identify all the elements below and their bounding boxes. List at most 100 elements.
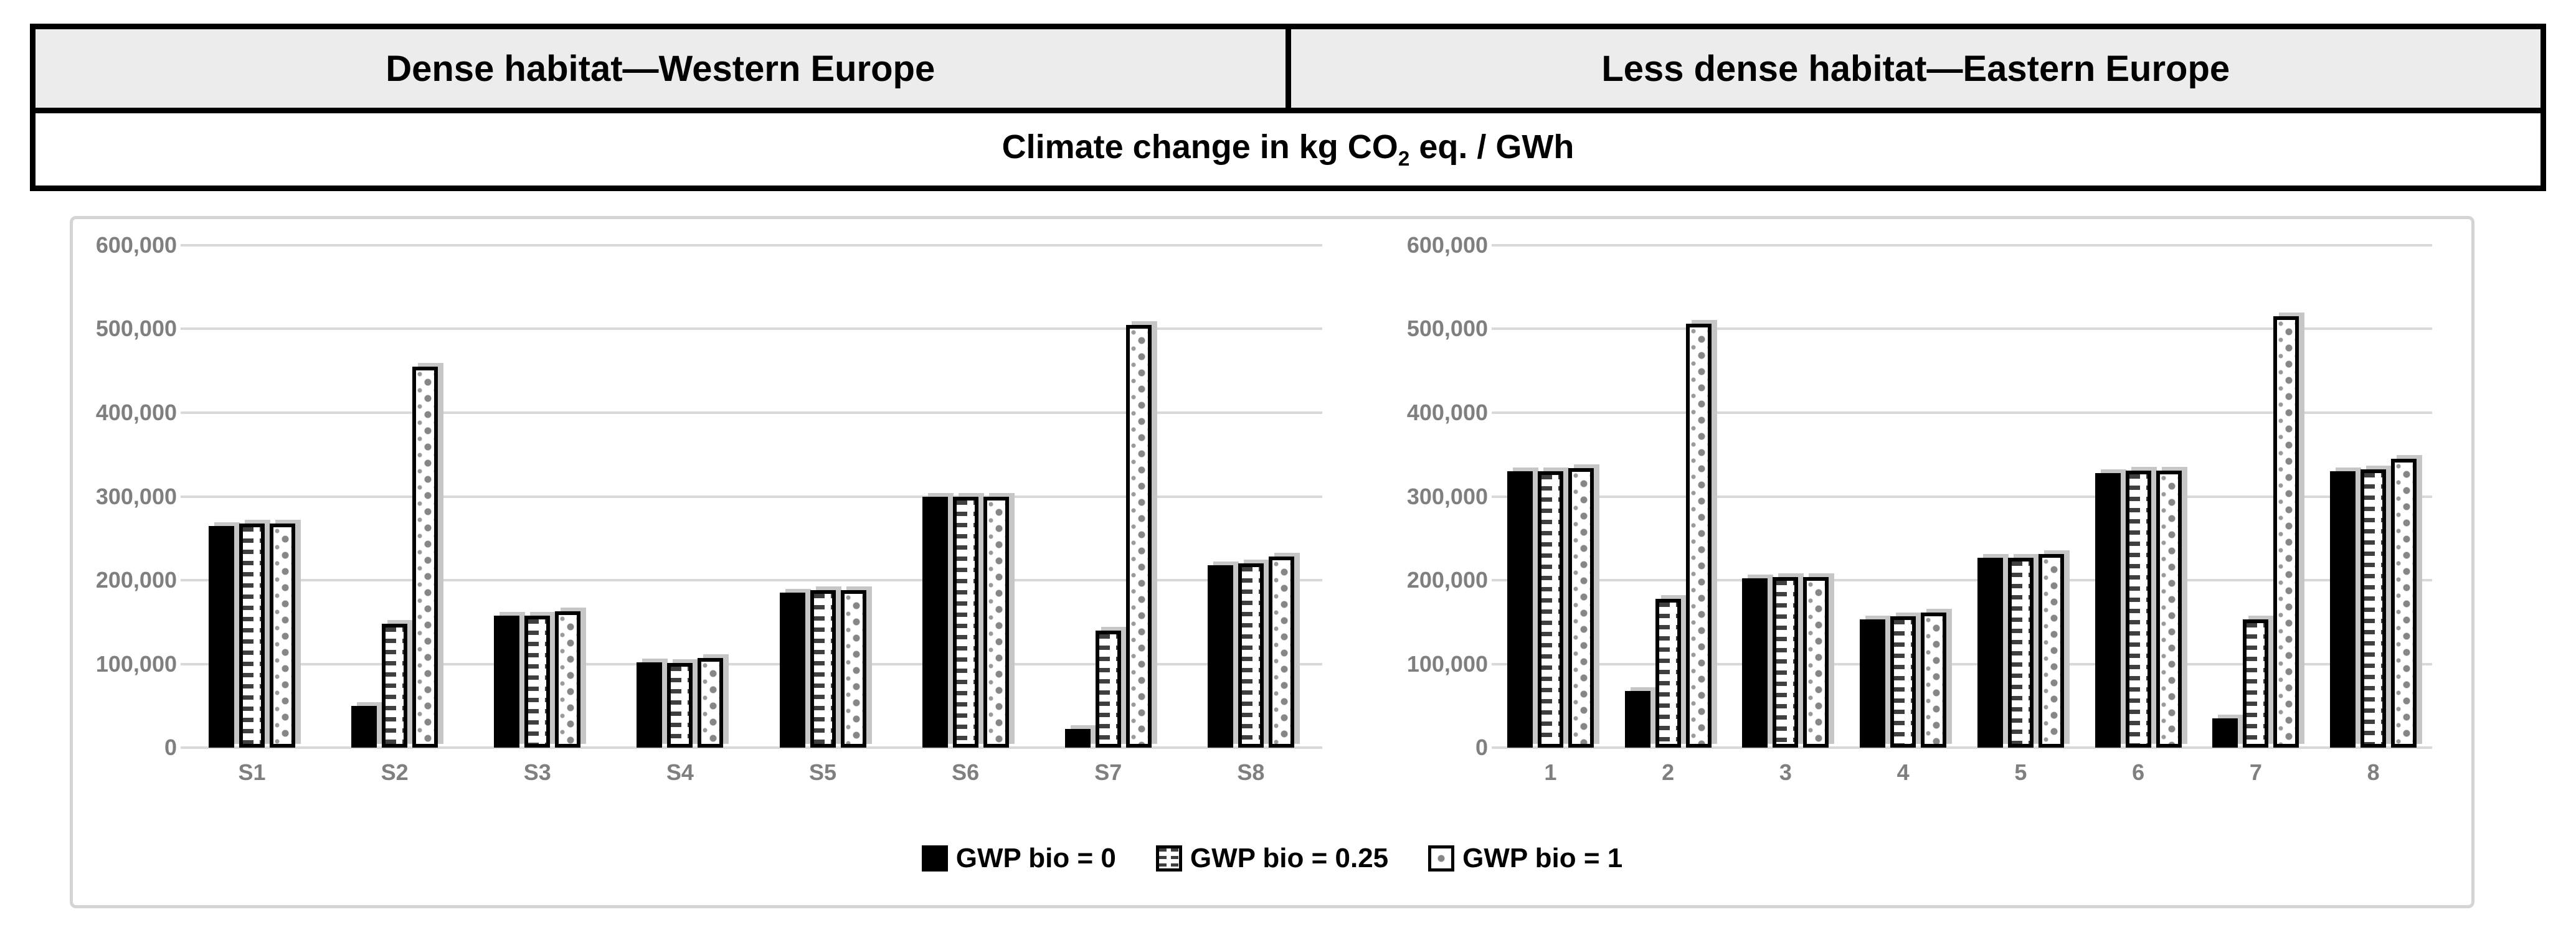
bar-gwp-bio-0 (779, 593, 805, 748)
bar-gwp-bio-0 (637, 662, 663, 748)
x-tick-label: S7 (1094, 759, 1122, 785)
bar-gwp-bio-0.25 (1655, 598, 1681, 748)
bar-group-S4 (608, 245, 751, 748)
bar-gwp-bio-1 (412, 367, 438, 748)
bar-gwp-bio-0 (351, 705, 377, 748)
bar-gwp-bio-1 (1268, 557, 1294, 748)
bar-gwp-bio-1 (698, 658, 724, 748)
bar-gwp-bio-0 (2212, 718, 2238, 748)
x-axis-labels: S1 S2 S3 S4 S5 S6 S7 S8 (181, 759, 1322, 786)
bar-gwp-bio-1 (983, 496, 1009, 748)
y-tick-label: 200,000 (95, 566, 177, 593)
x-tick-label: 5 (2014, 759, 2027, 785)
y-tick-label: 400,000 (1406, 399, 1488, 425)
bar-group-S1 (181, 245, 323, 748)
bars-container (181, 245, 1322, 748)
bar-gwp-bio-1 (840, 590, 866, 748)
bar-group-2 (1609, 245, 1727, 748)
gridline (181, 495, 1322, 498)
x-tick-label: 8 (2367, 759, 2380, 785)
bar-gwp-bio-0 (1624, 690, 1650, 748)
gridline (181, 244, 1322, 247)
x-tick-label: S5 (809, 759, 837, 785)
bar-gwp-bio-0.25 (2125, 470, 2151, 748)
legend-swatch-solid-icon (921, 845, 948, 872)
x-axis-labels: 1 2 3 4 5 6 7 8 (1492, 759, 2432, 786)
x-tick-label: S6 (952, 759, 980, 785)
bar-gwp-bio-1 (1803, 576, 1829, 748)
bars-container (1492, 245, 2432, 748)
bar-group-S5 (752, 245, 894, 748)
gridline (1492, 244, 2432, 247)
bar-gwp-bio-1 (1125, 324, 1152, 748)
header-region-row: Dense habitat—Western Europe Less dense … (30, 24, 2546, 113)
x-tick-label: S3 (523, 759, 551, 785)
y-tick-label: 600,000 (95, 232, 177, 258)
x-tick-label: 3 (1779, 759, 1792, 785)
x-tick-label: S1 (238, 759, 266, 785)
y-axis-labels: 600,000 500,000 400,000 300,000 200,000 100,0… (1390, 232, 1492, 760)
chart-legend: GWP bio = 0 GWP bio = 0.25 GWP bio = 1 (73, 843, 2471, 874)
bar-gwp-bio-0 (1742, 578, 1768, 748)
bar-gwp-bio-0 (2330, 471, 2356, 748)
x-tick-label: 6 (2132, 759, 2145, 785)
header-subtitle-row: Climate change in kg CO2 eq. / GWh (30, 108, 2546, 191)
bar-group-8 (2314, 245, 2432, 748)
bar-gwp-bio-0 (1977, 557, 2003, 748)
y-tick-label: 500,000 (1406, 316, 1488, 342)
bar-gwp-bio-0.25 (524, 615, 551, 748)
y-tick-label: 100,000 (1406, 651, 1488, 677)
bar-gwp-bio-0.25 (1238, 563, 1264, 748)
x-tick-label: S4 (666, 759, 694, 785)
bar-gwp-bio-1 (2273, 316, 2299, 748)
y-tick-label: 300,000 (95, 483, 177, 509)
figure-subtitle: Climate change in kg CO2 eq. / GWh (30, 108, 2546, 191)
gridline (181, 746, 1322, 749)
bar-gwp-bio-1 (2156, 470, 2182, 748)
legend-item: GWP bio = 1 (1428, 843, 1622, 874)
gridline (181, 327, 1322, 331)
header-table: Dense habitat—Western Europe Less dense … (30, 24, 2546, 191)
y-tick-label: 100,000 (95, 651, 177, 677)
bar-gwp-bio-0.25 (810, 590, 836, 748)
bar-gwp-bio-0.25 (952, 496, 978, 748)
bar-gwp-bio-0 (209, 525, 235, 748)
chart-dense-western-europe: 600,000 500,000 400,000 300,000 200,000 100,0… (79, 219, 1322, 817)
y-axis-labels: 600,000 500,000 400,000 300,000 200,000 100,0… (79, 232, 181, 760)
x-tick-label: 7 (2249, 759, 2262, 785)
legend-swatch-dots-icon (1428, 845, 1455, 872)
x-tick-label: 4 (1896, 759, 1910, 785)
bar-group-S8 (1180, 245, 1322, 748)
bar-group-7 (2197, 245, 2315, 748)
bar-group-S2 (323, 245, 466, 748)
plot-area (181, 244, 1322, 749)
y-tick-label: 600,000 (1406, 232, 1488, 258)
bar-group-1 (1492, 245, 1609, 748)
bar-group-3 (1727, 245, 1845, 748)
bar-gwp-bio-1 (2391, 458, 2417, 748)
bar-gwp-bio-0.25 (382, 623, 408, 748)
y-tick-label: 200,000 (1406, 566, 1488, 593)
bar-gwp-bio-0 (922, 496, 948, 748)
bar-gwp-bio-0 (494, 615, 520, 748)
x-tick-label: 2 (1662, 759, 1675, 785)
gridline (1492, 411, 2432, 414)
bar-gwp-bio-0.25 (2243, 619, 2269, 748)
gridline (1492, 746, 2432, 749)
y-tick-label: 0 (1475, 735, 1488, 760)
bar-gwp-bio-1 (1685, 324, 1712, 748)
header-cell-western-europe: Dense habitat—Western Europe (30, 24, 1291, 113)
bar-gwp-bio-1 (2038, 554, 2064, 748)
legend-label: GWP bio = 0 (955, 843, 1116, 873)
bar-group-5 (1962, 245, 2080, 748)
gridline (1492, 327, 2432, 331)
bar-gwp-bio-0 (1860, 619, 1886, 748)
bar-gwp-bio-1 (1921, 613, 1947, 748)
x-tick-label: S8 (1237, 759, 1265, 785)
legend-label: GWP bio = 1 (1462, 843, 1623, 873)
gridline (1492, 662, 2432, 665)
bar-gwp-bio-0.25 (239, 523, 265, 748)
bar-group-S3 (466, 245, 608, 748)
bar-gwp-bio-0 (1064, 729, 1091, 748)
gridline (1492, 495, 2432, 498)
